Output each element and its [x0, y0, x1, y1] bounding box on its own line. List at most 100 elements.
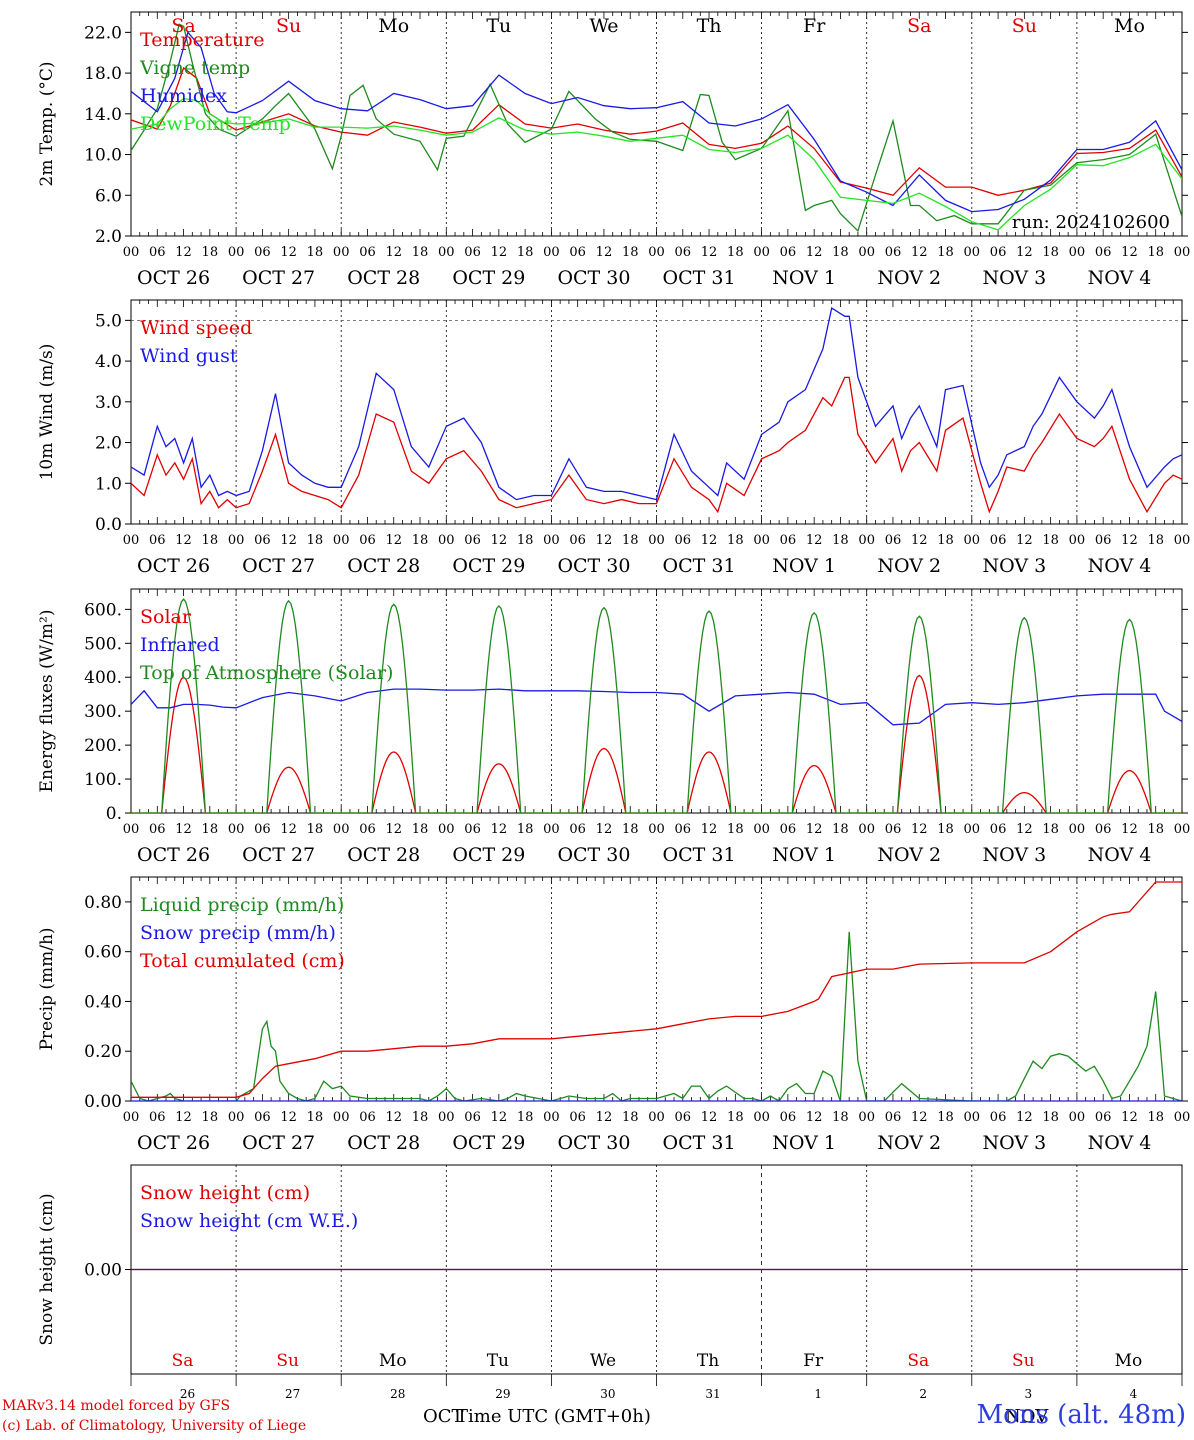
- date-label: OCT 26: [137, 555, 210, 577]
- hour-tick-label: 18: [1042, 245, 1059, 260]
- day-number: 30: [600, 1387, 615, 1401]
- hour-tick-label: 12: [596, 533, 613, 548]
- hour-tick-label: 18: [622, 533, 639, 548]
- y-tick-label: 0.: [106, 804, 122, 824]
- hour-tick-label: 18: [412, 533, 429, 548]
- date-label: OCT 26: [137, 844, 210, 866]
- run-label: run: 2024102600: [1012, 212, 1170, 233]
- y-tick-label: 0.60: [84, 943, 122, 963]
- day-number: 31: [705, 1387, 720, 1401]
- hour-tick-label: 00: [964, 533, 981, 548]
- series-line-solar: [131, 674, 1182, 813]
- hour-tick-label: 00: [1174, 533, 1191, 548]
- hour-tick-label: 18: [412, 245, 429, 260]
- day-name-top: Sa: [171, 15, 195, 37]
- date-label: OCT 31: [663, 1132, 736, 1154]
- date-label: OCT 29: [452, 1132, 525, 1154]
- hour-tick-label: 12: [596, 822, 613, 837]
- hour-tick-label: 06: [990, 533, 1007, 548]
- day-name-bottom: Su: [276, 1351, 299, 1371]
- hour-tick-label: 00: [858, 1110, 875, 1125]
- hour-tick-label: 12: [1121, 533, 1138, 548]
- hour-tick-label: 00: [1174, 245, 1191, 260]
- hour-tick-label: 12: [806, 533, 823, 548]
- hour-tick-label: 06: [675, 822, 692, 837]
- hour-tick-label: 00: [1069, 245, 1086, 260]
- hour-tick-label: 00: [228, 533, 245, 548]
- date-label: NOV 3: [982, 844, 1046, 866]
- date-label: OCT 27: [242, 844, 315, 866]
- hour-tick-label: 12: [1121, 245, 1138, 260]
- series-line-temperature: [131, 66, 1182, 197]
- hour-tick-label: 18: [622, 1110, 639, 1125]
- hour-tick-label: 00: [123, 245, 140, 260]
- y-axis-label: Snow height (cm): [37, 1193, 57, 1345]
- hour-tick-label: 12: [1016, 245, 1033, 260]
- hour-tick-label: 18: [202, 245, 219, 260]
- series-line-liquid-precip-mm-h-: [131, 931, 1182, 1101]
- hour-tick-label: 12: [385, 822, 402, 837]
- series-line-vigne-temp: [131, 23, 1182, 233]
- hour-tick-label: 06: [254, 822, 271, 837]
- hour-tick-label: 06: [359, 245, 376, 260]
- hour-tick-label: 06: [149, 822, 166, 837]
- hour-tick-label: 00: [543, 245, 560, 260]
- hour-tick-label: 06: [885, 1110, 902, 1125]
- y-tick-label: 6.0: [95, 186, 122, 206]
- hour-tick-label: 12: [175, 245, 192, 260]
- hour-tick-label: 12: [806, 822, 823, 837]
- series-group: [131, 307, 1182, 514]
- legend-entry: Humidex: [140, 85, 227, 107]
- hour-tick-label: 06: [149, 245, 166, 260]
- panel-2: 5.0 4.0 3.0 2.0 1.0 0.0 10m Wind (m/s) 00 06 12 18…: [37, 299, 1191, 577]
- hour-tick-label: 00: [648, 822, 665, 837]
- date-label: OCT 30: [557, 1132, 630, 1154]
- hour-tick-label: 00: [123, 533, 140, 548]
- hour-tick-label: 12: [911, 822, 928, 837]
- legend-entry: Liquid precip (mm/h): [140, 894, 344, 916]
- day-name-top: Fr: [803, 15, 826, 37]
- hour-tick-label: 12: [491, 822, 508, 837]
- date-label: OCT 28: [347, 555, 420, 577]
- day-name-top: Sa: [907, 15, 931, 37]
- hour-tick-label: 18: [832, 245, 849, 260]
- legend-entry: Wind speed: [140, 317, 252, 339]
- legend-entry: Temperature: [140, 29, 264, 51]
- hour-tick-label: 06: [885, 822, 902, 837]
- hour-tick-label: 18: [727, 1110, 744, 1125]
- hour-tick-label: 00: [123, 822, 140, 837]
- hour-tick-label: 18: [202, 1110, 219, 1125]
- legend-entry: Wind gust: [140, 345, 238, 367]
- hour-tick-label: 18: [517, 1110, 534, 1125]
- hour-tick-label: 12: [1121, 1110, 1138, 1125]
- hour-tick-label: 06: [780, 1110, 797, 1125]
- hour-tick-label: 18: [307, 822, 324, 837]
- hour-tick-label: 12: [280, 1110, 297, 1125]
- hour-tick-label: 06: [569, 245, 586, 260]
- y-tick-label: 22.0: [84, 23, 122, 43]
- hour-tick-label: 18: [727, 245, 744, 260]
- date-label: NOV 1: [772, 555, 836, 577]
- y-tick-label: 500.: [84, 634, 122, 654]
- y-tick-label: 200.: [84, 736, 122, 756]
- y-axis-label: Precip (mm/h): [37, 927, 57, 1050]
- day-name-bottom: Su: [1012, 1351, 1035, 1371]
- legend-entry: Vigne temp: [139, 57, 250, 79]
- date-label: NOV 1: [772, 844, 836, 866]
- hour-tick-label: 00: [438, 822, 455, 837]
- hour-tick-label: 06: [990, 1110, 1007, 1125]
- model-credit: MARv3.14 model forced by GFS: [2, 1398, 231, 1414]
- hour-tick-label: 12: [280, 245, 297, 260]
- hour-tick-label: 12: [385, 245, 402, 260]
- day-name-bottom: Mo: [1115, 1351, 1143, 1371]
- y-tick-label: 400.: [84, 668, 122, 688]
- hour-tick-label: 18: [937, 822, 954, 837]
- hour-tick-label: 00: [438, 245, 455, 260]
- hour-tick-label: 18: [1042, 533, 1059, 548]
- legend-entry: Snow height (cm W.E.): [140, 1210, 358, 1232]
- date-label: OCT 27: [242, 1132, 315, 1154]
- hour-tick-label: 18: [517, 822, 534, 837]
- month-left-label: OCT: [423, 1406, 464, 1427]
- legend-entry: Infrared: [140, 634, 220, 656]
- date-label: OCT 31: [663, 555, 736, 577]
